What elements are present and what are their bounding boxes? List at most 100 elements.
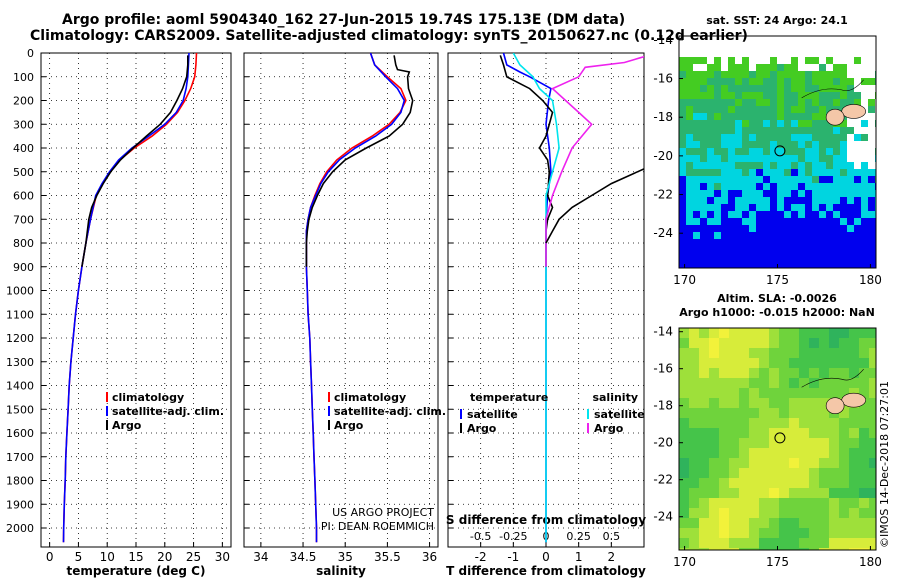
- sst-map-cell: [812, 120, 819, 127]
- sla-map-cell: [719, 428, 729, 438]
- sst-map-cell: [847, 92, 854, 99]
- sst-map-cell: [812, 162, 819, 169]
- sst-map-cell: [826, 78, 833, 85]
- sla-map-cell: [819, 488, 829, 498]
- sst-map-cell: [756, 218, 763, 225]
- sst-map-cell: [777, 113, 784, 120]
- sla-map-lat-label: -18: [653, 399, 673, 413]
- sla-map-cell: [719, 338, 729, 348]
- sst-map-cell: [700, 225, 707, 232]
- sla-map-cell: [759, 438, 769, 448]
- sst-map-cell: [756, 246, 763, 253]
- sla-map-cell: [799, 498, 809, 508]
- sla-map-cell: [759, 408, 769, 418]
- sst-map-cell: [742, 92, 749, 99]
- sst-map-cell: [770, 211, 777, 218]
- sla-map-cell: [679, 478, 689, 488]
- sla-map-cell: [709, 538, 719, 548]
- sst-map-cell: [854, 57, 861, 64]
- sst-map-cell: [840, 92, 847, 99]
- salinity-legend-label: satellite-adj. clim.: [334, 405, 446, 418]
- sst-map-cell: [686, 225, 693, 232]
- sla-map-cell: [729, 328, 739, 338]
- sst-map-cell: [791, 57, 798, 64]
- sst-map-cell: [693, 148, 700, 155]
- sla-map-cell: [829, 448, 839, 458]
- sla-map-cell: [829, 468, 839, 478]
- sst-map-cell: [777, 260, 784, 267]
- sst-map-cell: [714, 176, 721, 183]
- sla-map-cell: [849, 478, 859, 488]
- sst-map-cell: [805, 148, 812, 155]
- sla-map-cell: [849, 508, 859, 518]
- sst-map-cell: [812, 246, 819, 253]
- sst-map-cell: [700, 113, 707, 120]
- sla-map-cell: [859, 528, 869, 538]
- sla-map-cell: [769, 368, 779, 378]
- sst-map-cell: [686, 260, 693, 267]
- sst-map-cell: [833, 197, 840, 204]
- sst-map-cell: [700, 57, 707, 64]
- sst-map-cell: [784, 169, 791, 176]
- sla-map-cell: [809, 538, 819, 548]
- sla-map-cell: [699, 408, 709, 418]
- sla-map-cell: [719, 548, 729, 550]
- sla-map-cell: [729, 508, 739, 518]
- temperature-legend-label: climatology: [112, 391, 184, 404]
- sla-map-cell: [839, 528, 849, 538]
- sst-map-cell: [679, 155, 686, 162]
- sst-map-cell: [721, 218, 728, 225]
- sla-map-cell: [819, 438, 829, 448]
- salinity-tick-label: 35: [338, 550, 353, 564]
- sla-map-cell: [819, 428, 829, 438]
- sst-map-cell: [686, 92, 693, 99]
- sst-map-cell: [714, 113, 721, 120]
- sst-map-cell: [798, 260, 805, 267]
- sst-map-cell: [735, 106, 742, 113]
- sst-map-cell: [798, 204, 805, 211]
- sst-map-cell: [749, 127, 756, 134]
- sst-map-cell: [791, 141, 798, 148]
- sla-map-cell: [779, 458, 789, 468]
- salinity-series-argo: [305, 55, 414, 267]
- sst-map-cell: [728, 176, 735, 183]
- sla-map-cell: [799, 548, 809, 550]
- sla-map-cell: [809, 548, 819, 550]
- sla-map-cell: [819, 468, 829, 478]
- sst-map-cell: [700, 106, 707, 113]
- sla-map-cell: [739, 438, 749, 448]
- sst-map-cell: [791, 211, 798, 218]
- sst-map-cell: [714, 64, 721, 71]
- sla-map-cell: [689, 378, 699, 388]
- sst-map-cell: [784, 176, 791, 183]
- sst-map-cell: [714, 169, 721, 176]
- sst-map-cell: [826, 190, 833, 197]
- sla-map-cell: [839, 418, 849, 428]
- sla-map-cell: [679, 428, 689, 438]
- sst-map-cell: [763, 71, 770, 78]
- sst-map-cell: [770, 204, 777, 211]
- sla-map-cell: [869, 338, 876, 348]
- difference-axis-label: T difference from climatology: [446, 564, 646, 578]
- sla-map-cell: [749, 328, 759, 338]
- sst-map-lat-label: -16: [653, 72, 673, 86]
- sla-map-cell: [809, 488, 819, 498]
- sst-map-cell: [728, 85, 735, 92]
- sst-map-cell: [735, 232, 742, 239]
- sla-map-cell: [839, 408, 849, 418]
- sst-map-cell: [805, 155, 812, 162]
- sst-map-cell: [784, 120, 791, 127]
- sst-map-lat-label: -22: [653, 188, 673, 202]
- sla-map-cell: [769, 348, 779, 358]
- sst-map-cell: [847, 190, 854, 197]
- sla-map-cell: [699, 338, 709, 348]
- sst-map-cell: [812, 141, 819, 148]
- sst-map-cell: [749, 183, 756, 190]
- sla-map-cell: [759, 468, 769, 478]
- sst-map-cell: [728, 204, 735, 211]
- sst-map-cell: [833, 218, 840, 225]
- sla-map-cell: [759, 378, 769, 388]
- sla-map-cell: [709, 418, 719, 428]
- sst-map-cell: [700, 197, 707, 204]
- sst-map-cell: [770, 232, 777, 239]
